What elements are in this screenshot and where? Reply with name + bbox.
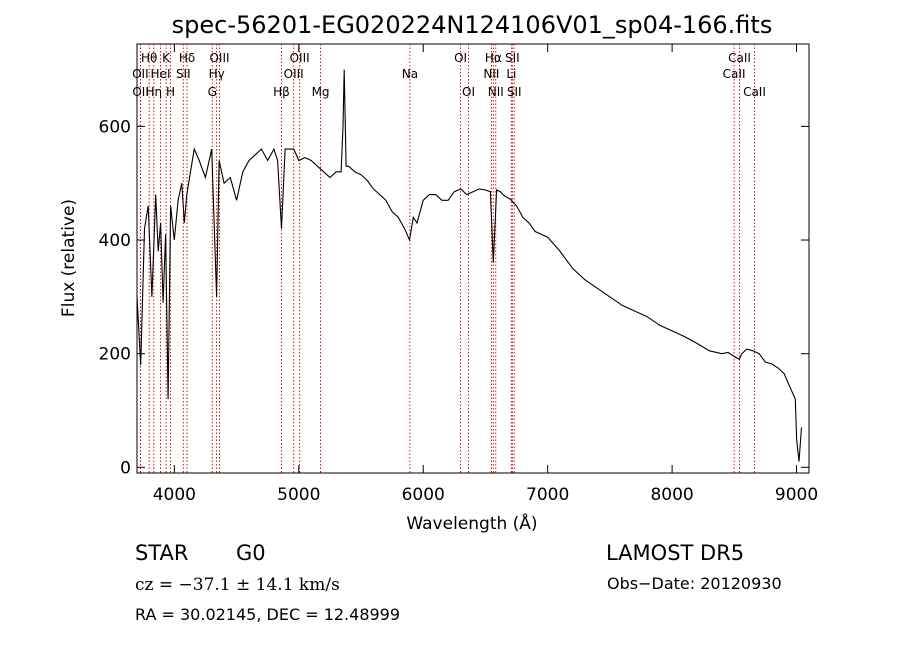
spectral-line-label: NII [483, 67, 499, 81]
spectral-line-label: Na [402, 67, 418, 81]
spectral-line-label: Hα [485, 51, 502, 65]
spectral-line-label: OIII [284, 67, 304, 81]
coordinates: RA = 30.02145, DEC = 12.48999 [135, 605, 400, 624]
spectral-line-label: Li [506, 67, 516, 81]
spectral-line-label: H [166, 85, 175, 99]
redshift-info: cz = −37.1 ± 14.1 km/s [135, 575, 340, 595]
spectral-line-label: OIII [290, 51, 310, 65]
observation-date: Obs−Date: 20120930 [607, 574, 782, 593]
spectral-line-label: OI [454, 51, 467, 65]
spectral-line-label: K [162, 51, 171, 65]
spectral-line-label: Hβ [273, 85, 290, 99]
y-axis-label: Flux (relative) [59, 199, 79, 317]
x-tick-label: 5000 [277, 485, 320, 505]
y-tick-label: 0 [120, 458, 131, 478]
spectral-line-label: NII [488, 85, 504, 99]
spectral-line-label: Hη [145, 85, 162, 99]
spectral-line-label: OIII [209, 51, 229, 65]
chart-title: spec-56201-EG020224N124106V01_sp04-166.f… [172, 11, 773, 39]
spectral-line-label: OII [132, 85, 149, 99]
object-subclass: G0 [236, 541, 266, 565]
spectral-line-label: Hδ [179, 51, 195, 65]
spectral-line-label: CaII [723, 67, 746, 81]
spectral-line-label: SII [507, 85, 522, 99]
spectral-line-label: G [208, 85, 217, 99]
y-tick-label: 200 [99, 345, 131, 365]
y-axis-ticks: 0 200 400 600 [99, 117, 809, 478]
survey-label: LAMOST DR5 [606, 541, 744, 565]
spectral-line-label: Hθ [141, 51, 157, 65]
x-tick-label: 9000 [775, 485, 818, 505]
object-class: STAR [135, 541, 188, 565]
spectral-line-label: SII [505, 51, 520, 65]
spectral-line-label: CaII [728, 51, 751, 65]
x-tick-label: 4000 [153, 485, 196, 505]
spectral-line-label: Mg [312, 85, 330, 99]
y-tick-label: 600 [99, 117, 131, 137]
x-tick-label: 7000 [526, 485, 569, 505]
x-tick-label: 8000 [650, 485, 693, 505]
spectrum-line [136, 69, 803, 462]
plot-frame [136, 43, 810, 474]
spectral-line-markers [139, 44, 755, 473]
spectral-line-label: SII [176, 67, 191, 81]
x-axis-ticks: 4000 5000 6000 7000 8000 9000 [153, 44, 818, 505]
y-tick-label: 400 [99, 231, 131, 251]
spectral-line-label: OII [132, 67, 149, 81]
x-tick-label: 6000 [402, 485, 445, 505]
spectral-line-label: Hγ [209, 67, 225, 81]
spectral-line-label: OI [462, 85, 475, 99]
spectral-line-label: CaII [743, 85, 766, 99]
x-axis-label: Wavelength (Å) [406, 512, 537, 534]
spectral-line-label: HeI [151, 67, 171, 81]
